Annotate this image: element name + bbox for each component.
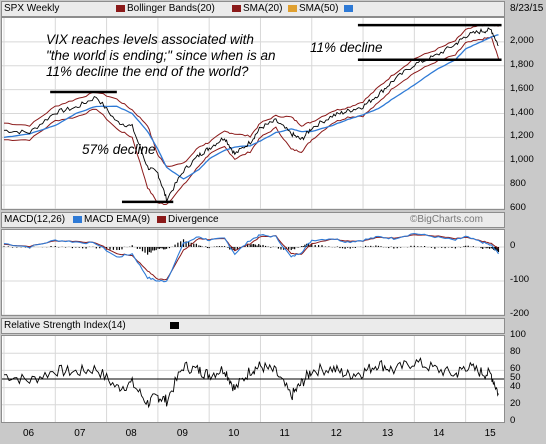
rsi-legend: Relative Strength Index(14): [1, 318, 505, 334]
decline-57-label: 57% decline: [82, 142, 156, 157]
sma50-line: [3, 34, 499, 180]
x-axis-year-label: 14: [433, 428, 445, 439]
rsi-y-tick: 50: [510, 372, 521, 383]
price-y-tick: 1,800: [510, 58, 534, 70]
x-axis-year-label: 11: [279, 428, 290, 439]
decline-11-label: 11% decline: [310, 40, 383, 55]
x-axis-year-label: 15: [484, 428, 496, 439]
price-y-tick: 1,200: [510, 130, 534, 142]
rsi-y-tick: 40: [510, 380, 521, 392]
price-legend: SPX Weekly Bollinger Bands(20) SMA(20) S…: [1, 1, 505, 17]
legend-bollinger: [116, 2, 127, 16]
legend-extra-swatch: [344, 2, 355, 16]
bollinger-upper: [3, 23, 499, 167]
vix-annotation: VIX reaches levels associated with "the …: [46, 32, 275, 80]
macd-y-tick: -200: [510, 308, 530, 319]
rsi-y-tick: 20: [510, 397, 521, 409]
x-axis-year-label: 07: [74, 428, 86, 439]
legend-sma20: [232, 2, 243, 16]
legend-macd: MACD(12,26): [4, 213, 65, 227]
price-y-tick: 1,400: [510, 106, 534, 118]
price-y-tick: 2,000: [510, 34, 534, 46]
macd-y-tick: 0: [510, 240, 516, 251]
rsi-panel: [1, 335, 505, 423]
macd-panel: [1, 229, 505, 316]
legend-rsi-label: Relative Strength Index(14): [4, 320, 126, 331]
bollinger-lower: [3, 35, 499, 205]
rsi-y-tick: 60: [510, 363, 521, 375]
legend-divergence-label: Divergence: [168, 214, 219, 225]
price-panel: VIX reaches levels associated with "the …: [1, 17, 505, 210]
x-axis-year-label: 10: [228, 428, 240, 439]
vix-annotation-line-1: VIX reaches levels associated with: [46, 32, 254, 47]
watermark: ©BigCharts.com: [410, 214, 483, 225]
legend-sma20-label: SMA(20): [243, 3, 283, 14]
x-axis-year-label: 13: [382, 428, 394, 439]
price-y-tick: 1,600: [510, 82, 534, 94]
legend-rsi-swatch: [170, 319, 181, 333]
legend-spx-weekly: SPX Weekly: [4, 3, 60, 14]
legend-macd-ema-label: MACD EMA(9): [84, 214, 151, 225]
price-y-tick: 1,000: [510, 154, 534, 166]
rsi-y-tick: 0: [510, 415, 516, 426]
macd-line: [3, 232, 499, 283]
macd-chart: [2, 230, 504, 315]
legend-macd-label: MACD(12,26): [4, 214, 66, 225]
price-chart: [2, 18, 504, 209]
rsi-line: [3, 357, 499, 409]
rsi-y-tick: 80: [510, 346, 521, 358]
legend-divergence: [157, 213, 168, 227]
price-y-tick: 600: [510, 202, 526, 213]
vix-annotation-line-2: "the world is ending;" since when is an: [46, 48, 276, 63]
rsi-chart: [2, 336, 504, 422]
legend-macd-ema: [73, 213, 84, 227]
legend-bollinger-label: Bollinger Bands(20): [127, 3, 215, 14]
date-label: 8/23/15: [510, 3, 544, 14]
x-axis-year-label: 06: [23, 428, 35, 439]
macd-legend: MACD(12,26) MACD EMA(9) Divergence ©BigC…: [1, 212, 505, 228]
x-axis-year-label: 12: [330, 428, 342, 439]
price-y-tick: 800: [510, 178, 526, 190]
rsi-y-tick: 100: [510, 329, 526, 340]
x-axis-year-label: 08: [125, 428, 137, 439]
vix-annotation-line-3: 11% decline the end of the world?: [46, 64, 249, 79]
legend-sma50: [288, 2, 299, 16]
macd-y-tick: -100: [510, 274, 530, 285]
legend-sma50-label: SMA(50): [299, 3, 339, 14]
x-axis-year-label: 09: [176, 428, 188, 439]
